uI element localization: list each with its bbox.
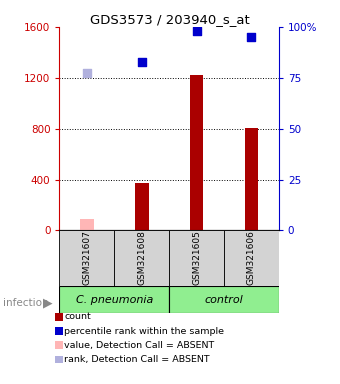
Bar [59, 230, 114, 286]
Bar [80, 219, 94, 230]
Bar [244, 128, 258, 230]
Text: GSM321607: GSM321607 [82, 230, 91, 285]
Bar [169, 230, 224, 286]
Point [84, 70, 90, 76]
Bar [135, 183, 149, 230]
Bar [59, 286, 169, 313]
Bar [169, 286, 279, 313]
Text: GDS3573 / 203940_s_at: GDS3573 / 203940_s_at [90, 13, 250, 26]
Point [249, 34, 254, 40]
Text: ▶: ▶ [43, 296, 53, 309]
Bar [190, 75, 203, 230]
Text: GSM321605: GSM321605 [192, 230, 201, 285]
Text: GSM321608: GSM321608 [137, 230, 146, 285]
Text: count: count [64, 312, 91, 321]
Point [139, 60, 144, 66]
Text: rank, Detection Call = ABSENT: rank, Detection Call = ABSENT [64, 355, 210, 364]
Bar [114, 230, 169, 286]
Text: control: control [205, 295, 243, 305]
Text: C. pneumonia: C. pneumonia [75, 295, 153, 305]
Bar [224, 230, 279, 286]
Point [194, 28, 199, 34]
Text: GSM321606: GSM321606 [247, 230, 256, 285]
Text: infection: infection [3, 298, 49, 308]
Text: value, Detection Call = ABSENT: value, Detection Call = ABSENT [64, 341, 215, 350]
Text: percentile rank within the sample: percentile rank within the sample [64, 326, 224, 336]
